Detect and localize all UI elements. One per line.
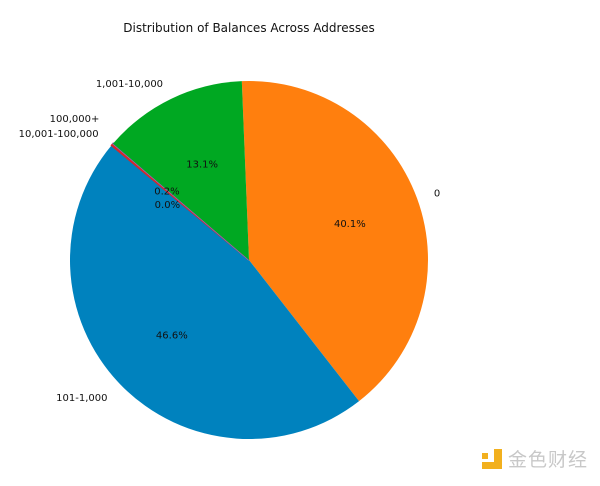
slice-label-3: 100,000+ [50,114,100,125]
watermark-logo-icon [481,448,502,469]
slice-percent-4: 13.1% [186,159,218,170]
slice-percent-1: 46.6% [156,331,188,342]
pie-slice-1 [70,145,360,439]
watermark-text: 金色财经 [507,449,588,471]
chart-title: Distribution of Balances Across Addresse… [123,21,374,35]
slice-label-0: 0 [434,188,440,199]
slice-label-2: 10,001-100,000 [19,129,99,140]
slice-label-1: 101-1,000 [56,393,107,404]
slice-percent-0: 40.1% [334,219,366,230]
pie-slice-4 [112,81,249,261]
pie-slice-0 [241,80,429,402]
slice-percent-3: 0.0% [155,200,180,211]
watermark: 金色财经 [481,445,588,472]
slice-label-4: 1,001-10,000 [96,79,163,90]
slice-percent-2: 0.2% [154,187,179,198]
